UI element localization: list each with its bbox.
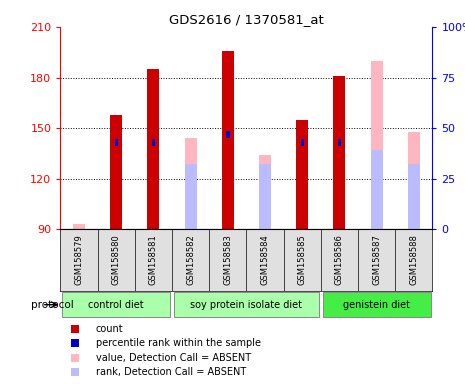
Text: GSM158579: GSM158579 — [74, 234, 84, 285]
Text: GSM158586: GSM158586 — [335, 234, 344, 285]
FancyBboxPatch shape — [174, 292, 319, 317]
Title: GDS2616 / 1370581_at: GDS2616 / 1370581_at — [169, 13, 324, 26]
FancyBboxPatch shape — [323, 292, 431, 317]
Bar — [371, 150, 383, 230]
Bar — [338, 139, 341, 146]
Text: GSM158580: GSM158580 — [112, 234, 121, 285]
Bar — [185, 164, 197, 230]
FancyBboxPatch shape — [62, 292, 170, 317]
Bar — [408, 132, 420, 230]
Text: protocol: protocol — [31, 300, 73, 310]
Text: GSM158583: GSM158583 — [223, 234, 232, 285]
Text: rank, Detection Call = ABSENT: rank, Detection Call = ABSENT — [96, 367, 246, 377]
Text: GSM158588: GSM158588 — [409, 234, 418, 285]
Text: soy protein isolate diet: soy protein isolate diet — [191, 300, 302, 310]
Text: GSM158587: GSM158587 — [372, 234, 381, 285]
Bar — [408, 164, 420, 230]
Bar — [147, 69, 159, 230]
Bar — [259, 164, 271, 230]
Bar — [152, 139, 155, 146]
Bar — [110, 115, 122, 230]
Text: percentile rank within the sample: percentile rank within the sample — [96, 338, 261, 348]
Text: GSM158581: GSM158581 — [149, 234, 158, 285]
Bar — [296, 120, 308, 230]
Text: genistein diet: genistein diet — [343, 300, 410, 310]
Bar — [259, 155, 271, 230]
Bar — [114, 139, 118, 146]
Text: control diet: control diet — [88, 300, 144, 310]
Bar — [222, 51, 234, 230]
Text: value, Detection Call = ABSENT: value, Detection Call = ABSENT — [96, 353, 251, 363]
Text: count: count — [96, 324, 123, 334]
Text: GSM158582: GSM158582 — [186, 234, 195, 285]
Text: GSM158584: GSM158584 — [260, 234, 270, 285]
Bar — [333, 76, 345, 230]
Bar — [371, 61, 383, 230]
Bar — [185, 138, 197, 230]
Text: GSM158585: GSM158585 — [298, 234, 307, 285]
Bar — [226, 131, 230, 137]
Bar — [73, 224, 85, 230]
Bar — [300, 139, 304, 146]
